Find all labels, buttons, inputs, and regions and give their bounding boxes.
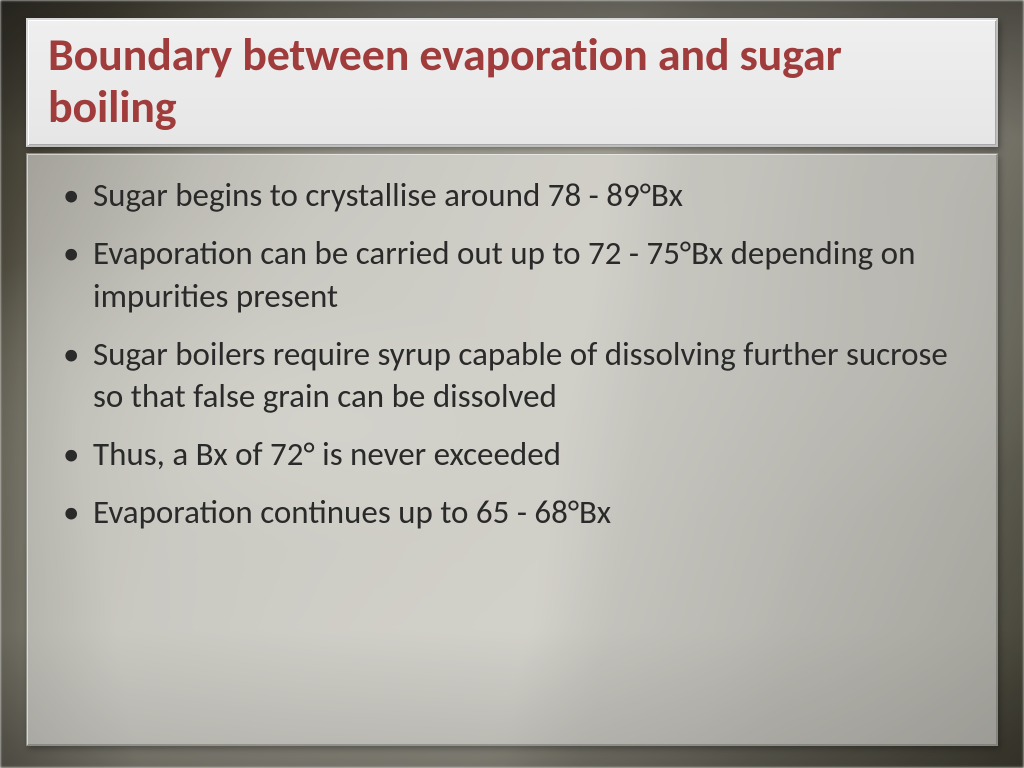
body-box: Sugar begins to crystallise around 78 - … xyxy=(26,153,998,746)
slide-title: Boundary between evaporation and sugar b… xyxy=(48,30,976,133)
title-box: Boundary between evaporation and sugar b… xyxy=(26,18,998,147)
list-item: Thus, a Bx of 72° is never exceeded xyxy=(55,433,969,475)
list-item: Evaporation can be carried out up to 72 … xyxy=(55,232,969,316)
list-item: Sugar boilers require syrup capable of d… xyxy=(55,333,969,417)
list-item: Evaporation continues up to 65 - 68°Bx xyxy=(55,491,969,533)
bullet-list: Sugar begins to crystallise around 78 - … xyxy=(55,174,969,534)
slide-container: Boundary between evaporation and sugar b… xyxy=(0,0,1024,768)
list-item: Sugar begins to crystallise around 78 - … xyxy=(55,174,969,216)
